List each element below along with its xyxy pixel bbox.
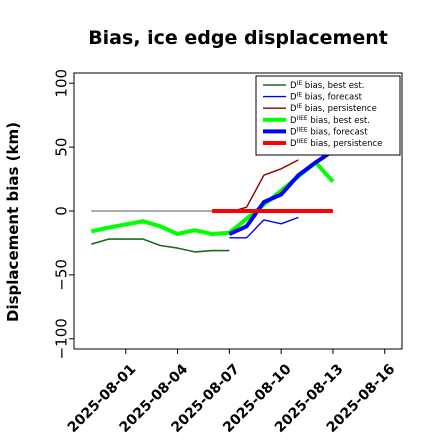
legend-label: DIIEE bias, persistence <box>290 138 382 149</box>
legend-label: DIIEE bias, best est. <box>290 115 370 126</box>
legend-label: DIE bias, persistence <box>290 103 377 114</box>
legend-label: DIIEE bias, forecast <box>290 126 368 137</box>
legend-label: DIE bias, forecast <box>290 92 363 103</box>
series-layer <box>90 149 335 253</box>
legend: DIE bias, best est.DIE bias, forecastDIE… <box>255 75 401 156</box>
y-axis-label: Displacement bias (km) <box>4 122 22 322</box>
series-line-5 <box>228 149 335 236</box>
series-line-2 <box>229 216 299 239</box>
series-line-3 <box>229 159 299 213</box>
y-tick-label: 0 <box>53 206 71 216</box>
y-tick-label: −50 <box>53 259 71 291</box>
legend-label: DIE bias, best est. <box>290 80 364 91</box>
y-tick-label: 50 <box>53 138 71 157</box>
chart-title: Bias, ice edge displacement <box>88 27 388 49</box>
y-tick-label: 100 <box>53 69 71 98</box>
series-line-1 <box>91 238 230 253</box>
y-tick-label: −100 <box>53 318 71 359</box>
